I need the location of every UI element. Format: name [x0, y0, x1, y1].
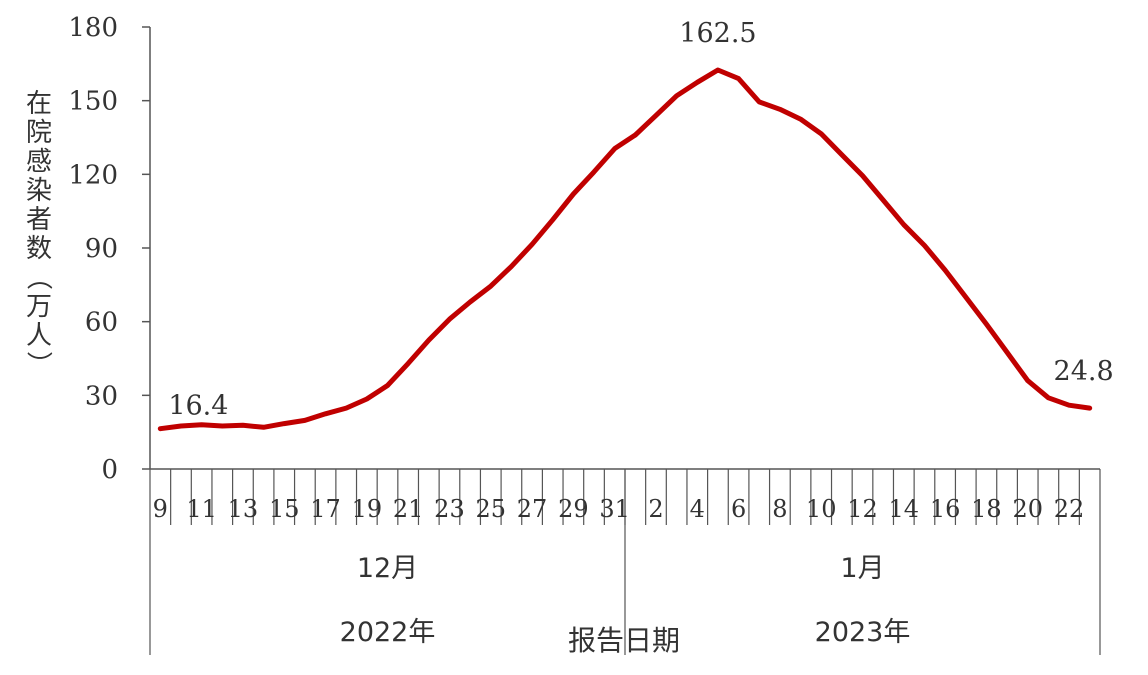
x-tick-label: 16 — [930, 495, 961, 523]
y-tick-label: 0 — [101, 455, 118, 485]
x-tick-label: 17 — [310, 495, 341, 523]
series — [157, 67, 1093, 432]
x-tick-label: 27 — [517, 495, 548, 523]
x-tick-label: 19 — [352, 495, 383, 523]
x-tick-label: 12 — [847, 495, 878, 523]
x-tick-label: 2 — [648, 495, 663, 523]
x-tick-label: 23 — [434, 495, 465, 523]
data-label: 162.5 — [679, 18, 756, 49]
y-axis-title-char: 者 — [26, 205, 52, 235]
x-tick-label: 31 — [599, 495, 630, 523]
y-tick-label: 90 — [85, 234, 118, 264]
y-axis-title-char: 感 — [26, 147, 52, 177]
x-tick-label: 29 — [558, 495, 589, 523]
y-axis-title-char: （ — [23, 264, 53, 290]
x-tick-label: 20 — [1012, 495, 1043, 523]
x-tick-label: 14 — [889, 495, 920, 523]
x-tick-label: 25 — [475, 495, 506, 523]
y-axis-title-char: 染 — [26, 176, 52, 206]
y-axis-title-char: 万 — [26, 292, 52, 322]
series-line — [157, 67, 1093, 432]
x-tick-label: 11 — [186, 495, 217, 523]
y-axis-title-char: 数 — [26, 234, 52, 264]
x-tick-label: 4 — [690, 495, 705, 523]
y-tick-label: 120 — [68, 160, 118, 190]
x-tick-label: 22 — [1054, 495, 1085, 523]
y-axis-title-char: 人 — [26, 321, 52, 351]
x-tick-label: 9 — [153, 495, 168, 523]
y-axis-title-char: ） — [23, 351, 53, 377]
x-tick-label: 8 — [772, 495, 787, 523]
y-tick-label: 180 — [68, 13, 118, 43]
y-axis: 0 30 60 90 120 150 180 — [68, 13, 151, 485]
x-month-label: 12月 — [357, 553, 418, 584]
x-year-label: 2022年 — [340, 617, 436, 648]
x-month-label: 1月 — [840, 553, 884, 584]
x-tick-label: 6 — [731, 495, 746, 523]
y-tick-label: 150 — [68, 87, 118, 117]
y-tick-label: 60 — [85, 308, 118, 338]
x-axis: 9 11 13 15 17 19 21 23 25 27 29 31 2 4 6 8 10 12 14 16 18 20 2… — [149, 468, 1101, 655]
y-tick-label: 30 — [85, 381, 118, 411]
x-tick-label: 10 — [806, 495, 837, 523]
x-tick-label: 21 — [393, 495, 424, 523]
x-tick-label: 18 — [971, 495, 1002, 523]
x-tick-label: 13 — [228, 495, 259, 523]
y-axis-title-char: 院 — [26, 118, 52, 148]
y-axis-title-char: 在 — [26, 89, 52, 119]
data-label: 24.8 — [1054, 356, 1114, 387]
x-axis-title: 报告日期 — [568, 624, 680, 657]
data-label: 16.4 — [168, 391, 228, 422]
data-labels: 16.4 162.5 24.8 — [168, 18, 1113, 422]
x-year-label: 2023年 — [815, 617, 911, 648]
x-tick-label: 15 — [269, 495, 300, 523]
